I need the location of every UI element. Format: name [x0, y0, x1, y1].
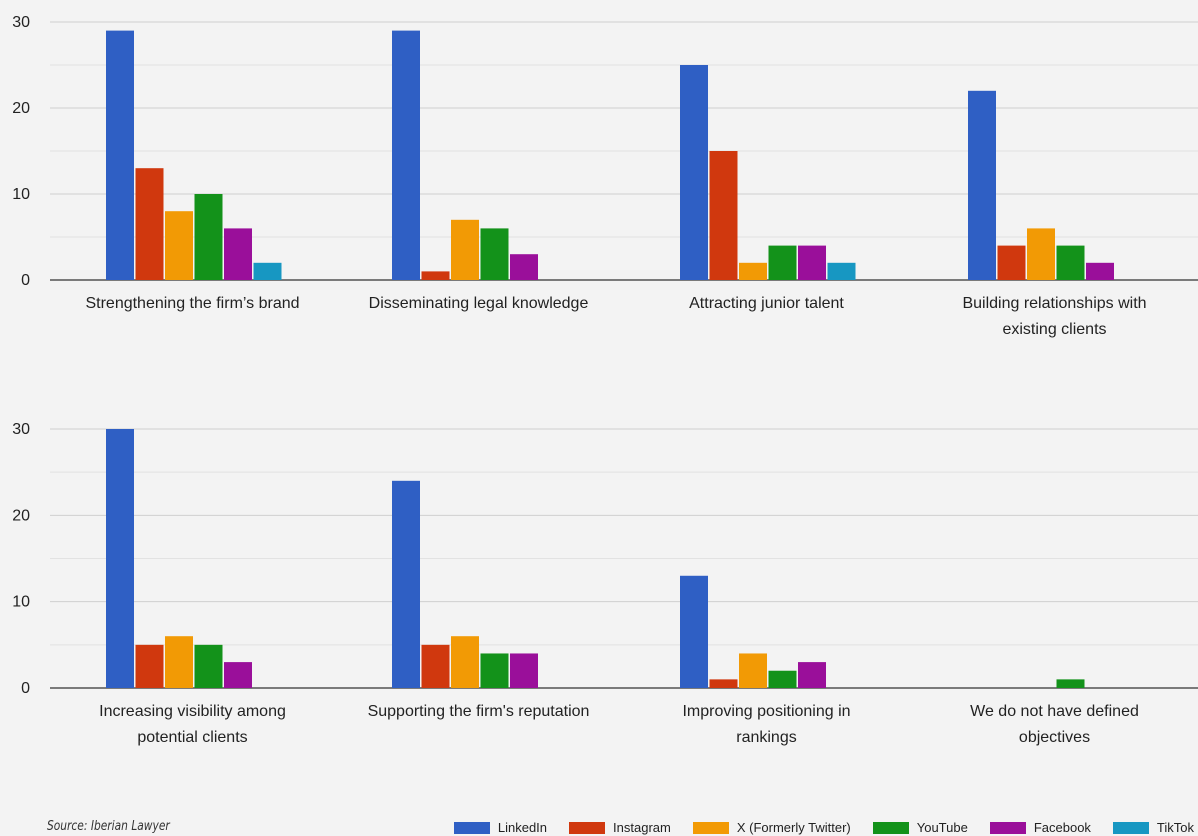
y-tick-label: 10 [12, 186, 30, 203]
legend: LinkedIn Instagram X (Formerly Twitter) You… [432, 820, 1194, 835]
category-label: Supporting the firm's reputation [368, 703, 590, 720]
y-tick-label: 30 [12, 14, 30, 31]
bar-instagram [135, 168, 164, 280]
bar-youtube [194, 194, 223, 280]
bar-facebook [1086, 262, 1114, 280]
category-label: potential clients [137, 729, 247, 746]
bar-youtube [768, 670, 797, 688]
chart-panel-2: 0 10 20 30 Increasing visibility among potent… [12, 421, 1198, 746]
category-label: Building relationships with [962, 295, 1146, 312]
bar-linkedin [680, 575, 708, 688]
bar-facebook [224, 662, 252, 688]
category-label: We do not have defined [970, 703, 1139, 720]
bar-tiktok [827, 262, 856, 280]
legend-swatch [1112, 821, 1149, 834]
legend-item: TikTok [1112, 820, 1194, 835]
legend-item: X (Formerly Twitter) [692, 820, 851, 835]
bar-youtube [1056, 245, 1085, 280]
chart-panel-1: 0 10 20 30 Strengthening the firm’s brand Dis… [12, 14, 1198, 338]
legend-swatch [453, 821, 490, 834]
bar-tiktok [253, 262, 282, 280]
legend-item: LinkedIn [453, 820, 548, 835]
bar-youtube [480, 653, 509, 688]
bar-facebook [510, 254, 538, 280]
bar-instagram [421, 271, 450, 280]
bar-facebook [224, 228, 252, 280]
bar-instagram [709, 679, 738, 688]
category-label: Attracting junior talent [689, 295, 844, 312]
legend-swatch [692, 821, 729, 834]
bar-x-formerly-twitter [739, 653, 767, 688]
legend-swatch [989, 821, 1026, 834]
y-tick-label: 20 [12, 100, 30, 117]
legend-item: Facebook [989, 820, 1091, 835]
category-group: Increasing visibility among potential cli… [99, 429, 286, 746]
category-label: objectives [1019, 729, 1090, 746]
legend-label: TikTok [1156, 820, 1194, 835]
bar-linkedin [392, 30, 420, 280]
legend-label: Facebook [1033, 820, 1091, 835]
bar-x-formerly-twitter [165, 636, 193, 688]
bar-youtube [768, 245, 797, 280]
bar-youtube [1056, 679, 1085, 688]
bar-facebook [510, 653, 538, 688]
bar-x-formerly-twitter [1027, 228, 1055, 280]
category-group: We do not have defined objectives [970, 679, 1139, 746]
category-group: Disseminating legal knowledge [369, 30, 589, 312]
y-tick-label: 30 [12, 421, 30, 438]
bar-linkedin [392, 480, 420, 688]
bar-instagram [421, 644, 450, 688]
bar-instagram [135, 644, 164, 688]
bar-instagram [997, 245, 1026, 280]
category-label: Disseminating legal knowledge [369, 295, 589, 312]
category-label: Improving positioning in [682, 703, 850, 720]
legend-label: X (Formerly Twitter) [736, 820, 851, 835]
category-label: rankings [736, 729, 796, 746]
bar-linkedin [968, 90, 996, 280]
legend-label: LinkedIn [497, 820, 548, 835]
bar-linkedin [680, 65, 708, 280]
category-group: Supporting the firm's reputation [368, 480, 590, 720]
category-label: Increasing visibility among [99, 703, 286, 720]
bar-youtube [194, 644, 223, 688]
bar-x-formerly-twitter [739, 262, 767, 280]
bar-linkedin [106, 429, 134, 688]
category-label: Strengthening the firm’s brand [85, 295, 299, 312]
y-tick-label: 0 [21, 272, 30, 289]
bar-facebook [798, 245, 826, 280]
bar-x-formerly-twitter [451, 219, 479, 280]
category-group: Improving positioning in rankings [680, 575, 851, 746]
category-group: Attracting junior talent [680, 65, 856, 312]
bar-facebook [798, 662, 826, 688]
category-label: existing clients [1002, 321, 1106, 338]
source-note: Source: Iberian Lawyer [47, 819, 170, 834]
category-group: Strengthening the firm’s brand [85, 30, 300, 312]
legend-item: YouTube [872, 820, 968, 835]
y-tick-label: 10 [12, 594, 30, 611]
y-tick-label: 0 [21, 680, 30, 697]
legend-label: Instagram [613, 820, 671, 835]
bar-x-formerly-twitter [451, 636, 479, 688]
bar-youtube [480, 228, 509, 280]
legend-label: YouTube [916, 820, 968, 835]
bar-x-formerly-twitter [165, 211, 193, 280]
y-tick-label: 20 [12, 507, 30, 524]
legend-swatch [872, 821, 909, 834]
legend-item: Instagram [569, 820, 671, 835]
bar-instagram [709, 151, 738, 280]
category-group: Building relationships with existing clie… [962, 90, 1147, 338]
legend-swatch [569, 821, 606, 834]
bar-linkedin [106, 30, 134, 280]
